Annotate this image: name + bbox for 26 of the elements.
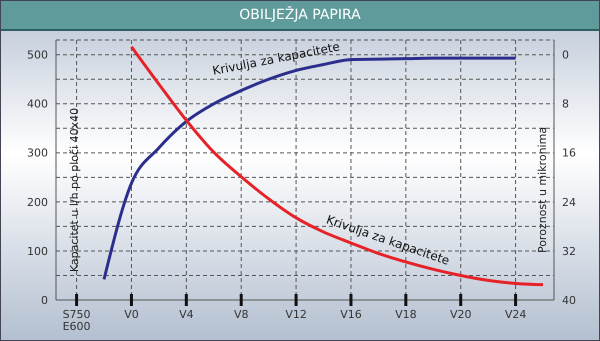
chart-title: OBILJEŽJA PAPIRA bbox=[1, 1, 599, 31]
x-tick-label: S750 E600 bbox=[62, 308, 91, 333]
y-tick-label: 500 bbox=[27, 48, 48, 62]
y2-tick-label: 24 bbox=[562, 196, 576, 209]
x-tick-label: V4 bbox=[179, 308, 194, 321]
x-tick-label: V8 bbox=[234, 308, 248, 321]
y-tick-label: 100 bbox=[27, 244, 48, 258]
y2-tick-label: 16 bbox=[562, 146, 576, 160]
y2-tick-label: 0 bbox=[562, 48, 569, 62]
y-axis-title: Kapacitet u l/h po ploči 40x40 bbox=[68, 108, 81, 272]
y2-tick-label: 8 bbox=[562, 98, 569, 111]
x-tick-label: V12 bbox=[285, 308, 307, 321]
x-tick-label: V20 bbox=[450, 308, 472, 321]
x-tick-label: V24 bbox=[504, 308, 526, 321]
x-tick-label: V0 bbox=[124, 308, 139, 321]
y-tick-label: 200 bbox=[27, 196, 48, 209]
annotation: Krivulja za kapacitete bbox=[211, 39, 341, 78]
y-tick-label: 0 bbox=[41, 294, 48, 307]
line-series bbox=[130, 45, 545, 286]
y2-axis-title: Poroznost u mikronima bbox=[536, 126, 549, 254]
x-tick-label: V18 bbox=[395, 308, 417, 321]
y-tick-label: 300 bbox=[27, 146, 48, 160]
x-tick-label: V16 bbox=[340, 308, 362, 321]
y2-tick-label: 32 bbox=[562, 244, 576, 258]
y2-tick-label: 40 bbox=[562, 294, 576, 307]
y-tick-label: 400 bbox=[27, 98, 48, 111]
